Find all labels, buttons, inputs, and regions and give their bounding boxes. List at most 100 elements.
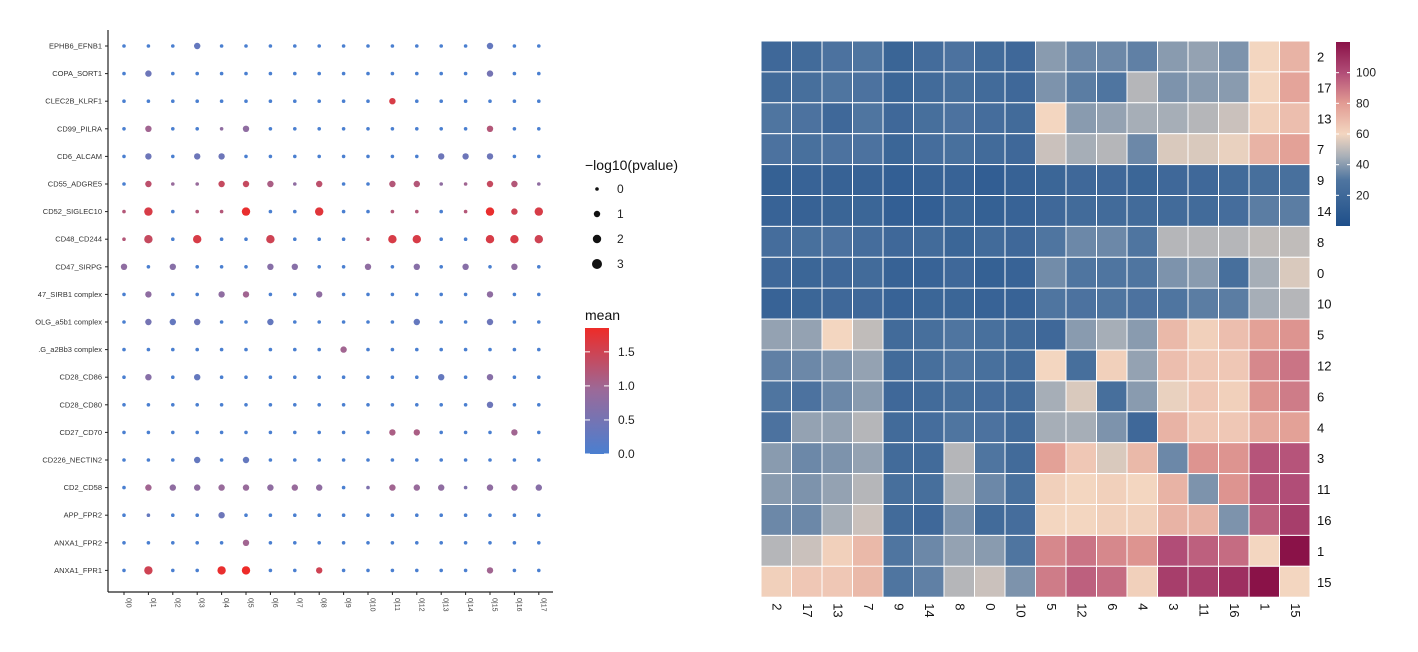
dot-point [389, 98, 396, 105]
heatmap-cell [943, 40, 975, 73]
dot-point [146, 541, 151, 545]
mean-colorbar [585, 328, 609, 454]
heatmap-col-label: 2 [769, 603, 784, 610]
heatmap-cells [760, 40, 1311, 598]
heatmap-cell [1004, 225, 1036, 258]
heatmap-cell [974, 195, 1006, 227]
heatmap-col-label: 1 [1257, 603, 1272, 610]
heatmap-cell [1126, 534, 1158, 567]
heatmap-cell [1065, 256, 1097, 289]
dot-col-label: 0|11 [393, 598, 400, 611]
heatmap-cell [760, 565, 792, 598]
dot-point [415, 127, 419, 131]
dot-point [413, 263, 420, 270]
dot-point [171, 513, 175, 517]
dot-point [195, 265, 199, 269]
heatmap-cell [1218, 318, 1250, 351]
heatmap-cell [760, 411, 792, 444]
dot-point [534, 235, 543, 244]
heatmap-cell [913, 40, 945, 73]
dot-point [316, 291, 323, 298]
dot-point [268, 154, 273, 159]
dot-point [512, 127, 517, 131]
heatmap-cell [791, 71, 823, 104]
heatmap-cell [1004, 256, 1036, 289]
dot-point [122, 458, 126, 462]
heatmap-cell [821, 473, 853, 506]
heatmap-cell [1187, 102, 1219, 135]
dot-point [511, 263, 518, 270]
dot-point [537, 430, 541, 435]
heatmap-cell [1035, 534, 1067, 567]
heatmap-cell [1035, 411, 1067, 444]
dot-point [145, 291, 152, 298]
dot-point [537, 127, 541, 131]
heatmap-cell [1157, 133, 1189, 166]
heatmap-colorbar-label: 60 [1356, 127, 1370, 141]
heatmap-cell [974, 442, 1006, 475]
heatmap-cell [1157, 534, 1189, 567]
heatmap-cell [1187, 473, 1219, 506]
dot-point [439, 209, 444, 214]
heatmap-cell [1218, 164, 1250, 197]
dot-point [145, 153, 152, 160]
heatmap-cell [1248, 411, 1280, 444]
heatmap-cell [1248, 380, 1280, 413]
dot-point [293, 458, 297, 462]
dot-point [194, 456, 201, 464]
size-legend-dot [595, 187, 599, 191]
heatmap-cell [821, 133, 853, 166]
dot-point [341, 430, 346, 435]
dot-point [268, 347, 273, 352]
dot-point [268, 44, 273, 48]
dot-point [145, 374, 152, 381]
dot-point [169, 484, 176, 491]
dot-point [510, 235, 519, 244]
heatmap-cell [760, 164, 792, 197]
dot-point [537, 154, 541, 159]
dot-point [485, 207, 495, 216]
heatmap-cell [1248, 71, 1280, 104]
dot-point [293, 99, 297, 103]
heatmap-cell [1096, 40, 1128, 73]
dot-point [194, 153, 201, 160]
dot-point [439, 513, 444, 517]
dot-point [268, 292, 273, 297]
heatmap-cell [1035, 380, 1067, 413]
heatmap-cell [943, 195, 975, 227]
heatmap-cell [821, 225, 853, 258]
dot-point [341, 99, 346, 103]
heatmap-cell [821, 380, 853, 413]
dot-point [219, 458, 224, 462]
heatmap-cell [882, 102, 914, 135]
heatmap-cell [760, 318, 792, 351]
dot-point [171, 541, 175, 545]
heatmap-cell [852, 442, 884, 475]
heatmap-cell [1035, 318, 1067, 351]
dot-point [244, 71, 248, 76]
dot-point [317, 430, 322, 435]
heatmap-cell [821, 318, 853, 351]
dot-point [146, 265, 151, 269]
heatmap-cell [913, 380, 945, 413]
dot-point [488, 458, 492, 462]
heatmap-cell [1004, 195, 1036, 227]
heatmap-cell [913, 504, 945, 536]
dot-col-label: 0|8 [320, 598, 327, 608]
dot-point [486, 291, 494, 298]
heatmap-cell [882, 534, 914, 567]
heatmap-cell [1187, 71, 1219, 104]
heatmap-cell [1035, 71, 1067, 104]
dot-point [293, 403, 297, 407]
dot-point [535, 484, 542, 491]
heatmap-cell [1187, 349, 1219, 382]
dot-point [145, 318, 152, 326]
dot-point [194, 374, 201, 381]
dot-col-label: 0|10 [369, 598, 376, 612]
heatmap-cell [882, 133, 914, 166]
heatmap-cell [852, 411, 884, 444]
dot-point [244, 347, 248, 352]
dot-point [317, 44, 322, 48]
dot-row-label: OLG_a5b1 complex [35, 318, 102, 327]
heatmap-cell [882, 225, 914, 258]
